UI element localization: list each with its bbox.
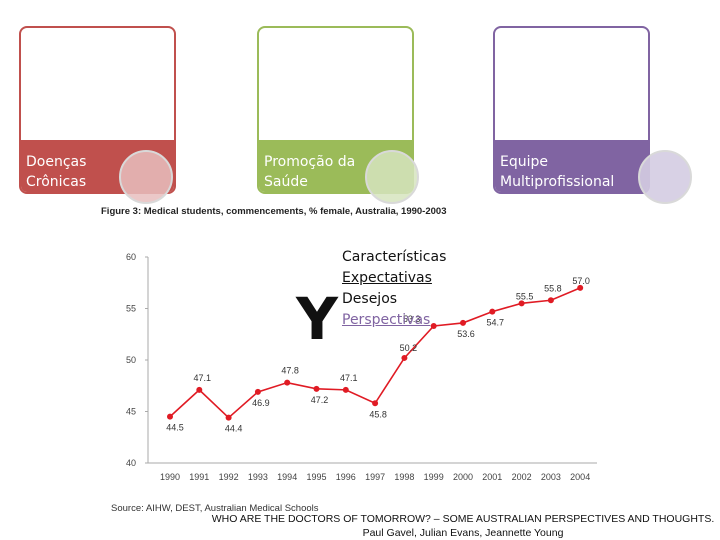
data-point — [313, 385, 320, 392]
data-label: 57.0 — [572, 276, 590, 286]
card-label-line2: Saúde — [264, 174, 308, 190]
data-label: 47.8 — [281, 366, 299, 376]
x-tick-label: 2003 — [541, 472, 561, 482]
data-point — [284, 379, 291, 386]
y-tick-label: 45 — [126, 407, 136, 417]
x-tick-label: 1998 — [394, 472, 414, 482]
citation: WHO ARE THE DOCTORS OF TOMORROW? – SOME … — [206, 512, 720, 540]
y-tick-label: 50 — [126, 355, 136, 365]
data-label: 44.5 — [166, 423, 184, 433]
card-label-line1: Equipe — [500, 154, 548, 170]
data-label: 55.8 — [544, 283, 562, 293]
x-tick-label: 2002 — [512, 472, 532, 482]
characteristic-item: Desejos — [342, 291, 398, 307]
x-tick-label: 2001 — [482, 472, 502, 482]
card-circle-3 — [638, 150, 692, 204]
data-label: 45.8 — [369, 409, 387, 419]
data-point — [167, 413, 173, 420]
data-label: 53.3 — [403, 314, 421, 324]
data-label: 47.1 — [340, 373, 358, 383]
data-label: 44.4 — [225, 424, 243, 434]
y-letter: Y — [296, 285, 338, 353]
characteristic-item: Características — [342, 249, 447, 265]
card-label-line1: Doenças — [26, 154, 87, 170]
data-point — [372, 400, 379, 407]
x-tick-label: 2000 — [453, 472, 473, 482]
x-tick-label: 1999 — [424, 472, 444, 482]
x-tick-label: 1994 — [277, 472, 297, 482]
y-tick-label: 60 — [126, 252, 136, 262]
data-label: 55.5 — [516, 291, 534, 301]
card-band — [495, 140, 648, 192]
data-label: 47.1 — [194, 373, 212, 383]
chart-title: Figure 3: Medical students, commencement… — [101, 206, 447, 217]
card-label-line1: Promoção da — [264, 154, 356, 170]
characteristics-list: Características Expectativas Desejos Per… — [342, 247, 446, 331]
card-label: Doenças Crônicas — [26, 152, 86, 192]
data-point — [577, 284, 584, 291]
card-doencas-cronicas: Doenças Crônicas — [19, 26, 176, 194]
data-label: 50.2 — [400, 343, 418, 353]
data-point — [225, 414, 232, 421]
data-point — [196, 386, 203, 393]
card-label-line2: Multiprofissional — [500, 174, 615, 190]
x-tick-label: 1992 — [219, 472, 239, 482]
y-tick-label: 40 — [126, 458, 136, 468]
data-point — [460, 319, 466, 326]
card-equipe-multiprofissional: Equipe Multiprofissional — [493, 26, 650, 194]
chart-source: Source: AIHW, DEST, Australian Medical S… — [111, 503, 319, 514]
card-circle-2 — [365, 150, 419, 204]
x-tick-label: 1993 — [248, 472, 268, 482]
x-tick-label: 1997 — [365, 472, 385, 482]
data-label: 53.6 — [457, 329, 475, 339]
x-tick-label: 1995 — [306, 472, 326, 482]
data-point — [489, 308, 496, 315]
x-tick-label: 1990 — [160, 472, 180, 482]
x-tick-label: 2004 — [570, 472, 590, 482]
data-point — [342, 386, 349, 393]
characteristic-item: Perspectivas — [342, 312, 431, 328]
data-point — [254, 388, 261, 395]
card-label-line2: Crônicas — [26, 174, 87, 190]
x-tick-label: 1996 — [336, 472, 356, 482]
characteristic-item: Expectativas — [342, 270, 432, 286]
card-label: Promoção da Saúde — [264, 152, 355, 192]
x-tick-label: 1991 — [189, 472, 209, 482]
card-circle-1 — [119, 150, 173, 204]
data-point — [401, 354, 408, 361]
data-label: 54.7 — [487, 318, 505, 328]
citation-authors: Paul Gavel, Julian Evans, Jeannette Youn… — [362, 527, 564, 539]
card-label: Equipe Multiprofissional — [500, 152, 614, 192]
data-point — [430, 323, 437, 330]
y-tick-label: 55 — [126, 304, 136, 314]
data-point — [518, 300, 525, 307]
data-label: 47.2 — [311, 395, 329, 405]
data-point — [547, 297, 554, 304]
data-label: 46.9 — [252, 398, 270, 408]
citation-title: WHO ARE THE DOCTORS OF TOMORROW? – SOME … — [211, 513, 715, 525]
